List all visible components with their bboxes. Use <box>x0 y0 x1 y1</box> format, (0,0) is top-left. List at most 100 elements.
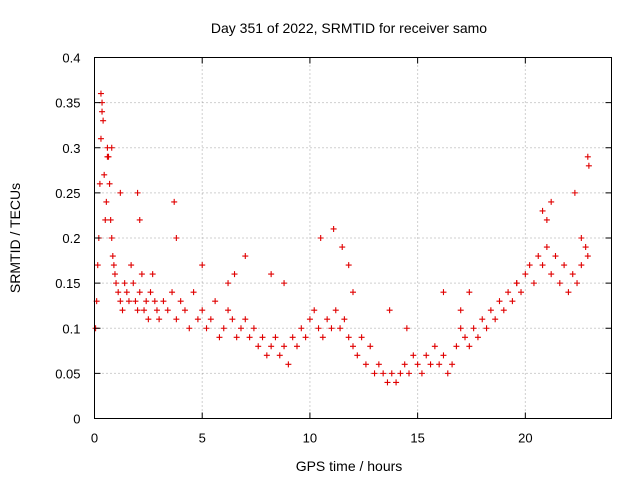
plot-frame <box>94 57 612 419</box>
data-point <box>225 280 232 287</box>
data-point <box>578 235 585 241</box>
data-point <box>569 271 576 278</box>
data-point <box>345 334 352 341</box>
data-point <box>582 244 589 251</box>
data-point <box>380 370 387 377</box>
y-tick-label: 0.35 <box>55 96 80 111</box>
data-point <box>94 262 101 269</box>
data-point <box>134 189 141 196</box>
data-point <box>431 343 438 350</box>
data-point <box>97 135 104 142</box>
data-point <box>147 289 154 296</box>
data-point <box>401 361 408 368</box>
data-point <box>104 153 111 160</box>
data-point <box>181 307 188 314</box>
data-point <box>136 216 143 223</box>
data-point <box>530 280 537 287</box>
data-point <box>552 253 559 260</box>
data-point <box>345 262 352 269</box>
data-point <box>298 325 305 332</box>
data-point <box>109 253 116 260</box>
data-point <box>242 316 249 323</box>
y-tick-label: 0.1 <box>62 321 80 336</box>
data-point <box>496 298 503 305</box>
data-point <box>119 307 126 314</box>
data-point <box>332 307 339 314</box>
x-tick-label: 20 <box>518 431 532 446</box>
data-point <box>513 280 520 287</box>
data-point <box>500 307 507 314</box>
data-point <box>229 316 236 323</box>
data-point <box>212 298 219 305</box>
data-point <box>362 361 369 368</box>
data-point <box>548 271 555 278</box>
data-point <box>518 289 525 296</box>
data-point <box>115 289 122 296</box>
data-point <box>406 370 413 377</box>
data-point <box>268 343 275 350</box>
data-point <box>492 316 499 323</box>
data-point <box>268 271 275 278</box>
data-point <box>444 370 451 377</box>
y-tick-label: 0.3 <box>62 141 80 156</box>
data-point <box>367 343 374 350</box>
data-point <box>130 280 137 287</box>
data-point <box>418 370 425 377</box>
data-point <box>453 343 460 350</box>
data-point <box>328 325 335 332</box>
data-point <box>216 334 223 341</box>
data-point <box>194 316 201 323</box>
data-point <box>358 334 365 341</box>
data-point <box>255 343 262 350</box>
chart-title: Day 351 of 2022, SRMTID for receiver sam… <box>211 20 487 36</box>
data-point <box>427 361 434 368</box>
y-tick-label: 0.05 <box>55 366 80 381</box>
data-point <box>173 235 180 241</box>
data-point <box>237 325 244 332</box>
data-point <box>324 316 331 323</box>
data-point <box>203 325 210 332</box>
data-point <box>341 316 348 323</box>
data-point <box>138 271 145 278</box>
data-point <box>410 352 417 359</box>
data-point <box>128 262 135 269</box>
data-point <box>457 307 464 314</box>
data-point <box>153 307 160 314</box>
data-point <box>470 325 477 332</box>
data-point <box>207 316 214 323</box>
data-point <box>466 289 473 296</box>
data-point <box>457 325 464 332</box>
data-point <box>543 244 550 251</box>
data-point <box>123 289 130 296</box>
data-point <box>565 289 572 296</box>
data-point <box>117 298 124 305</box>
y-axis-label: SRMTID / TECUs <box>7 183 23 293</box>
data-point <box>125 298 132 305</box>
x-tick-label: 10 <box>303 431 317 446</box>
data-point <box>113 280 120 287</box>
data-point <box>585 162 592 169</box>
data-point <box>423 352 430 359</box>
data-point <box>108 144 115 151</box>
data-point <box>199 262 206 269</box>
data-point <box>526 262 533 269</box>
data-point <box>483 325 490 332</box>
data-point <box>149 271 156 278</box>
data-point <box>289 334 296 341</box>
data-point <box>169 289 176 296</box>
data-point <box>100 117 107 124</box>
data-point <box>242 253 249 260</box>
data-point <box>173 316 180 323</box>
data-point <box>102 216 109 223</box>
data-point <box>571 189 578 196</box>
data-point <box>246 334 253 341</box>
data-point <box>186 325 193 332</box>
data-point <box>272 334 279 341</box>
data-point <box>522 271 529 278</box>
data-point <box>548 198 555 205</box>
data-point <box>462 334 469 341</box>
data-point <box>561 262 568 269</box>
y-tick-label: 0.15 <box>55 276 80 291</box>
data-point <box>156 316 163 323</box>
data-point <box>110 262 117 269</box>
